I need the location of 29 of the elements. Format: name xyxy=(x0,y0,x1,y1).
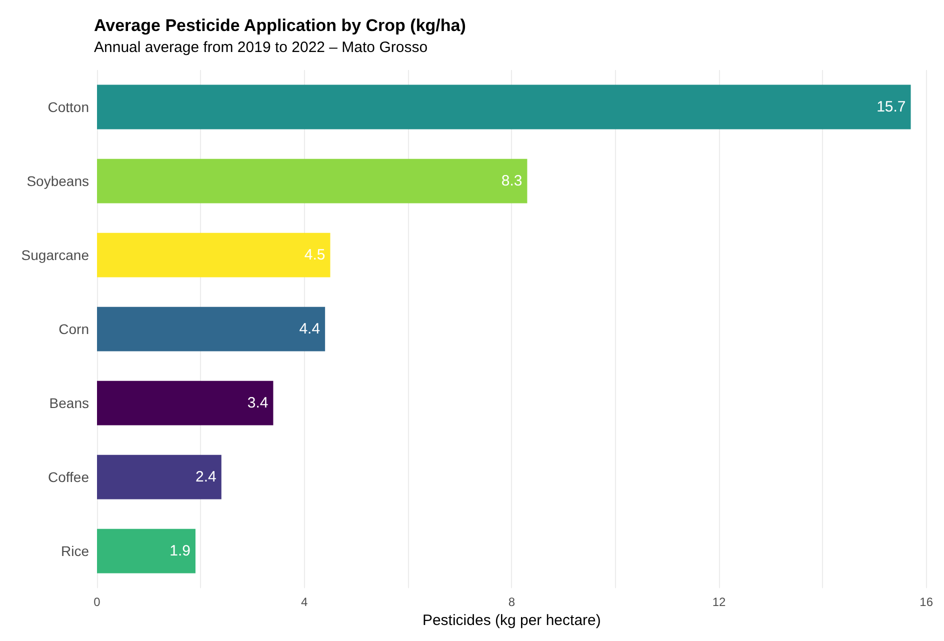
x-tick-label: 4 xyxy=(300,595,308,610)
x-tick-label: 8 xyxy=(508,595,516,610)
bar xyxy=(97,84,911,130)
x-tick-label: 0 xyxy=(94,595,101,610)
data-label: 8.3 xyxy=(501,172,522,190)
bar xyxy=(97,454,222,500)
data-label: 4.4 xyxy=(299,320,320,338)
data-label: 2.4 xyxy=(196,468,216,486)
y-tick-label: Beans xyxy=(49,395,89,412)
y-tick-label: Rice xyxy=(60,543,90,560)
bar xyxy=(97,232,330,278)
data-label: 4.5 xyxy=(304,246,326,264)
y-tick-label: Sugarcane xyxy=(21,247,90,264)
data-label: 15.7 xyxy=(876,98,906,116)
chart-subtitle: Annual average from 2019 to 2022 – Mato Grosso xyxy=(94,39,428,56)
x-axis-title: Pesticides (kg per hectare) xyxy=(422,612,601,629)
y-tick-label: Cotton xyxy=(48,99,89,116)
x-tick-label: 16 xyxy=(920,595,934,610)
y-tick-label: Coffee xyxy=(48,469,90,486)
bar xyxy=(97,528,196,574)
data-label: 1.9 xyxy=(170,542,190,560)
x-tick-label: 12 xyxy=(712,595,726,610)
chart-title: Average Pesticide Application by Crop (kg/ha) xyxy=(94,16,466,35)
bar xyxy=(97,306,326,352)
bar xyxy=(97,380,274,426)
data-label: 3.4 xyxy=(247,394,268,412)
y-tick-label: Corn xyxy=(58,321,89,338)
bar xyxy=(97,158,528,204)
y-tick-label: Soybeans xyxy=(26,173,89,190)
